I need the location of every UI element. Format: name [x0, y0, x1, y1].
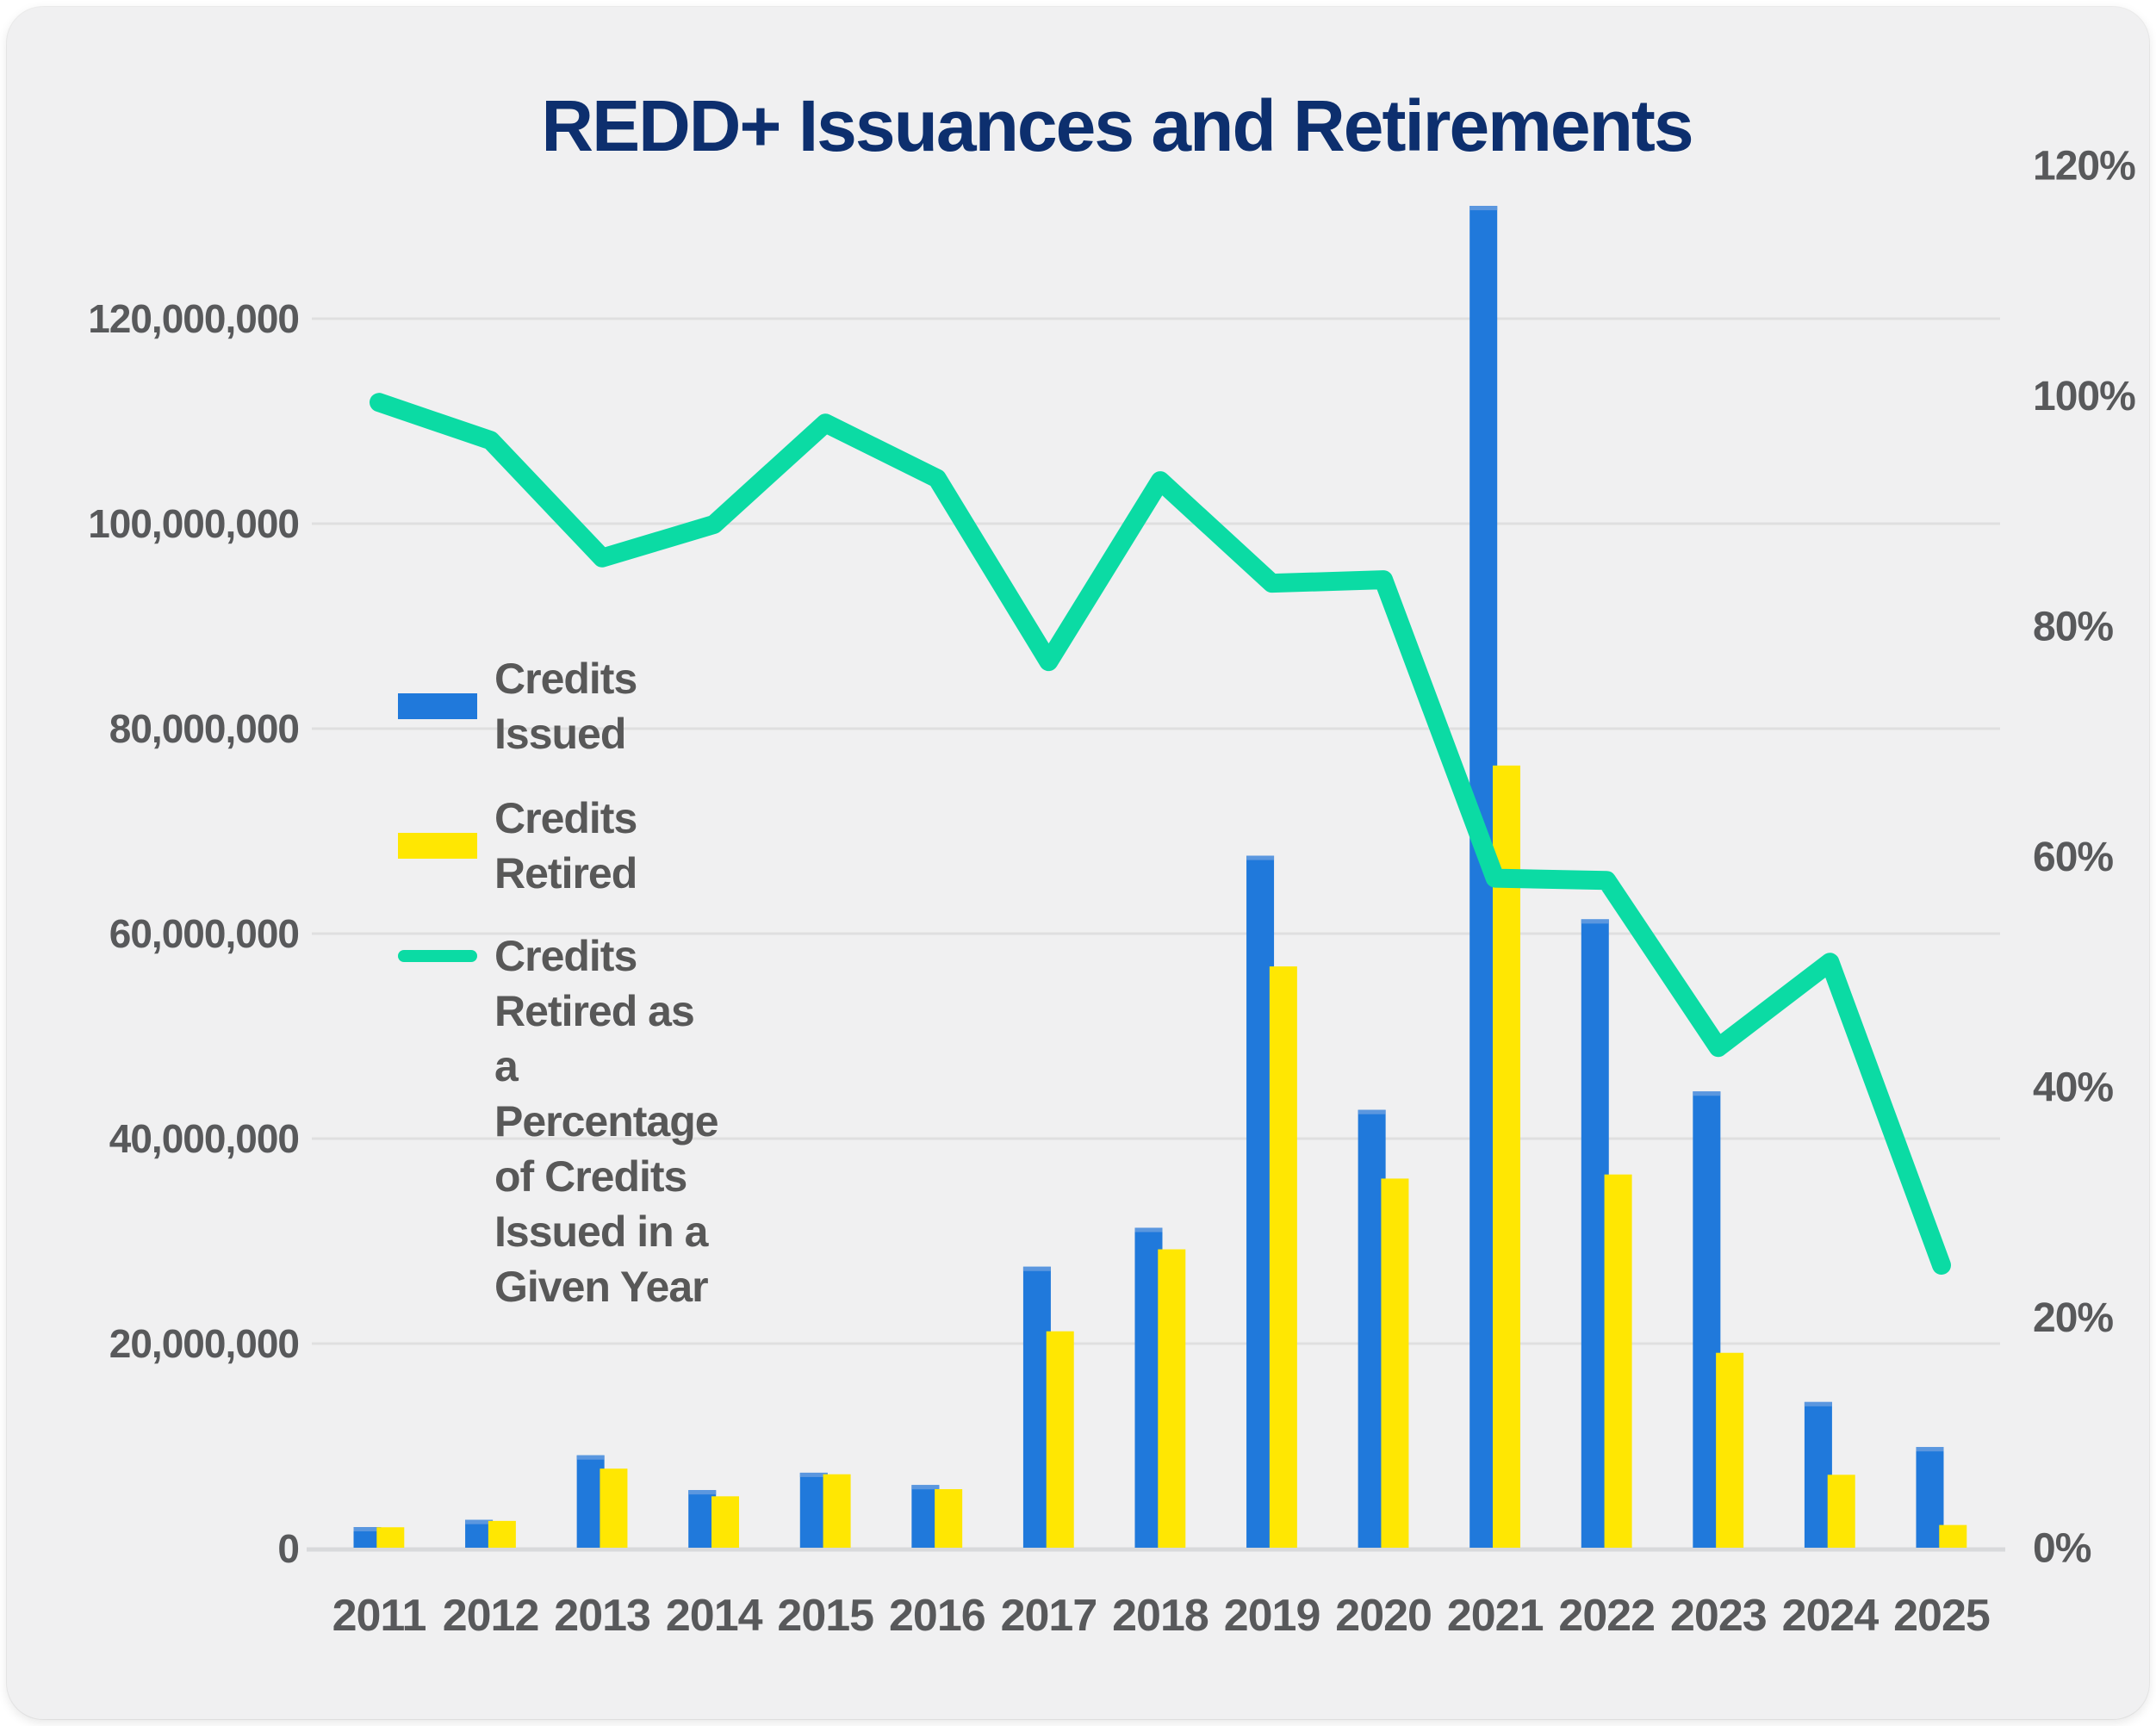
x-axis-label-2024: 2024 [1782, 1591, 1880, 1641]
bar-credits-issued-2013 [576, 1455, 605, 1548]
bar-credits-issued-2019 [1246, 855, 1275, 1548]
bar-credits-retired-2025 [1939, 1524, 1967, 1548]
bar-credits-issued-2023 [1693, 1091, 1721, 1548]
credits-retired-label: Credits Retired [494, 794, 637, 897]
x-axis-label-2025: 2025 [1893, 1591, 1990, 1641]
bar-credits-retired-2024 [1827, 1475, 1855, 1548]
bar-credits-issued-2018 [1134, 1227, 1163, 1548]
bar-credits-retired-2022 [1604, 1174, 1632, 1548]
retired-percentage-label: Credits Retired as a Percentage of Credi… [494, 932, 719, 1311]
left-axis-tick-5: 100,000,000 [88, 501, 299, 546]
credits-issued-label: Credits Issued [494, 655, 637, 758]
bar-credits-issued-2025 [1916, 1447, 1944, 1548]
bar-credits-issued-2022 [1581, 919, 1609, 1548]
bar-credits-issued-2020 [1358, 1109, 1386, 1548]
bar-credits-retired-2014 [711, 1496, 740, 1548]
bar-credits-retired-2012 [488, 1520, 516, 1548]
bar-credits-issued-cap-2016 [911, 1485, 940, 1490]
chart-title: REDD+ Issuances and Retirements [541, 85, 1693, 166]
bar-credits-issued-cap-2011 [353, 1527, 382, 1532]
bar-credits-issued-2017 [1022, 1266, 1051, 1548]
bar-credits-issued-2011 [353, 1527, 382, 1548]
x-axis-label-2013: 2013 [554, 1591, 650, 1641]
bar-credits-retired-2021 [1493, 765, 1520, 1548]
x-axis-label-2014: 2014 [666, 1591, 763, 1641]
bar-credits-issued-2024 [1804, 1401, 1832, 1548]
left-axis-tick-6: 120,000,000 [88, 296, 299, 341]
left-axis-tick-1: 20,000,000 [109, 1321, 299, 1366]
bar-credits-issued-cap-2012 [465, 1519, 494, 1524]
bar-credits-retired-2011 [376, 1527, 405, 1548]
right-axis-tick-1: 20% [2033, 1295, 2113, 1341]
x-axis-label-2011: 2011 [332, 1591, 426, 1641]
bar-credits-retired-2020 [1381, 1178, 1409, 1548]
left-axis-tick-4: 80,000,000 [109, 706, 299, 751]
x-axis-label-2020: 2020 [1335, 1591, 1432, 1641]
bar-credits-retired-2013 [600, 1468, 628, 1548]
bar-credits-retired-2016 [935, 1488, 963, 1548]
x-axis-label-2018: 2018 [1112, 1591, 1208, 1641]
bar-credits-issued-cap-2019 [1246, 855, 1275, 860]
x-axis-label-2023: 2023 [1670, 1591, 1767, 1641]
bar-credits-issued-cap-2013 [576, 1455, 605, 1460]
left-axis-tick-2: 40,000,000 [109, 1116, 299, 1161]
legend-item-credits-retired: Credits Retired [398, 791, 637, 901]
bar-credits-issued-cap-2022 [1581, 919, 1609, 924]
retired-percentage-line [370, 393, 1951, 1275]
right-axis-tick-2: 40% [2033, 1065, 2113, 1111]
bar-credits-issued-cap-2020 [1358, 1109, 1386, 1114]
chart-card [7, 7, 2149, 1719]
legend-item-retired-percentage: Credits Retired as a Percentage of Credi… [398, 928, 719, 1314]
x-axis-label-2015: 2015 [777, 1591, 873, 1641]
right-axis-tick-0: 0% [2033, 1526, 2091, 1572]
bar-credits-retired-2015 [823, 1474, 851, 1548]
bar-credits-issued-cap-2024 [1804, 1401, 1832, 1406]
bar-credits-issued-2016 [911, 1485, 940, 1548]
bar-credits-issued-cap-2014 [688, 1490, 717, 1495]
right-axis-tick-6: 120% [2033, 144, 2135, 189]
bar-credits-issued-cap-2015 [799, 1472, 828, 1477]
bar-credits-retired-2018 [1158, 1249, 1186, 1548]
x-axis-label-2021: 2021 [1447, 1591, 1544, 1641]
x-axis-label-2016: 2016 [889, 1591, 985, 1641]
bar-credits-retired-2019 [1269, 966, 1297, 1548]
bar-credits-issued-2012 [465, 1519, 494, 1548]
bar-credits-issued-2014 [688, 1490, 717, 1548]
bar-credits-issued-cap-2025 [1916, 1447, 1944, 1452]
retired-percentage-line-swatch [398, 950, 477, 962]
x-axis-label-2012: 2012 [443, 1591, 539, 1641]
credits-issued-swatch [398, 693, 477, 719]
x-axis-label-2022: 2022 [1558, 1591, 1655, 1641]
right-axis-tick-4: 80% [2033, 605, 2113, 650]
left-axis-tick-3: 60,000,000 [109, 911, 299, 956]
bar-credits-issued-cap-2018 [1134, 1227, 1163, 1232]
bar-credits-issued-2015 [799, 1472, 828, 1548]
x-axis-label-2017: 2017 [1001, 1591, 1097, 1641]
bar-credits-issued-cap-2021 [1469, 206, 1498, 211]
right-axis-tick-3: 60% [2033, 835, 2113, 880]
credits-retired-swatch [398, 833, 477, 859]
left-axis-tick-0: 0 [277, 1526, 299, 1571]
bar-credits-issued-cap-2017 [1022, 1266, 1051, 1271]
legend-item-credits-issued: Credits Issued [398, 651, 637, 761]
bar-credits-retired-2023 [1716, 1352, 1744, 1548]
right-axis-tick-5: 100% [2033, 374, 2135, 419]
bar-credits-retired-2017 [1046, 1331, 1074, 1548]
bar-credits-issued-cap-2023 [1693, 1091, 1721, 1096]
x-axis-label-2019: 2019 [1224, 1591, 1320, 1641]
